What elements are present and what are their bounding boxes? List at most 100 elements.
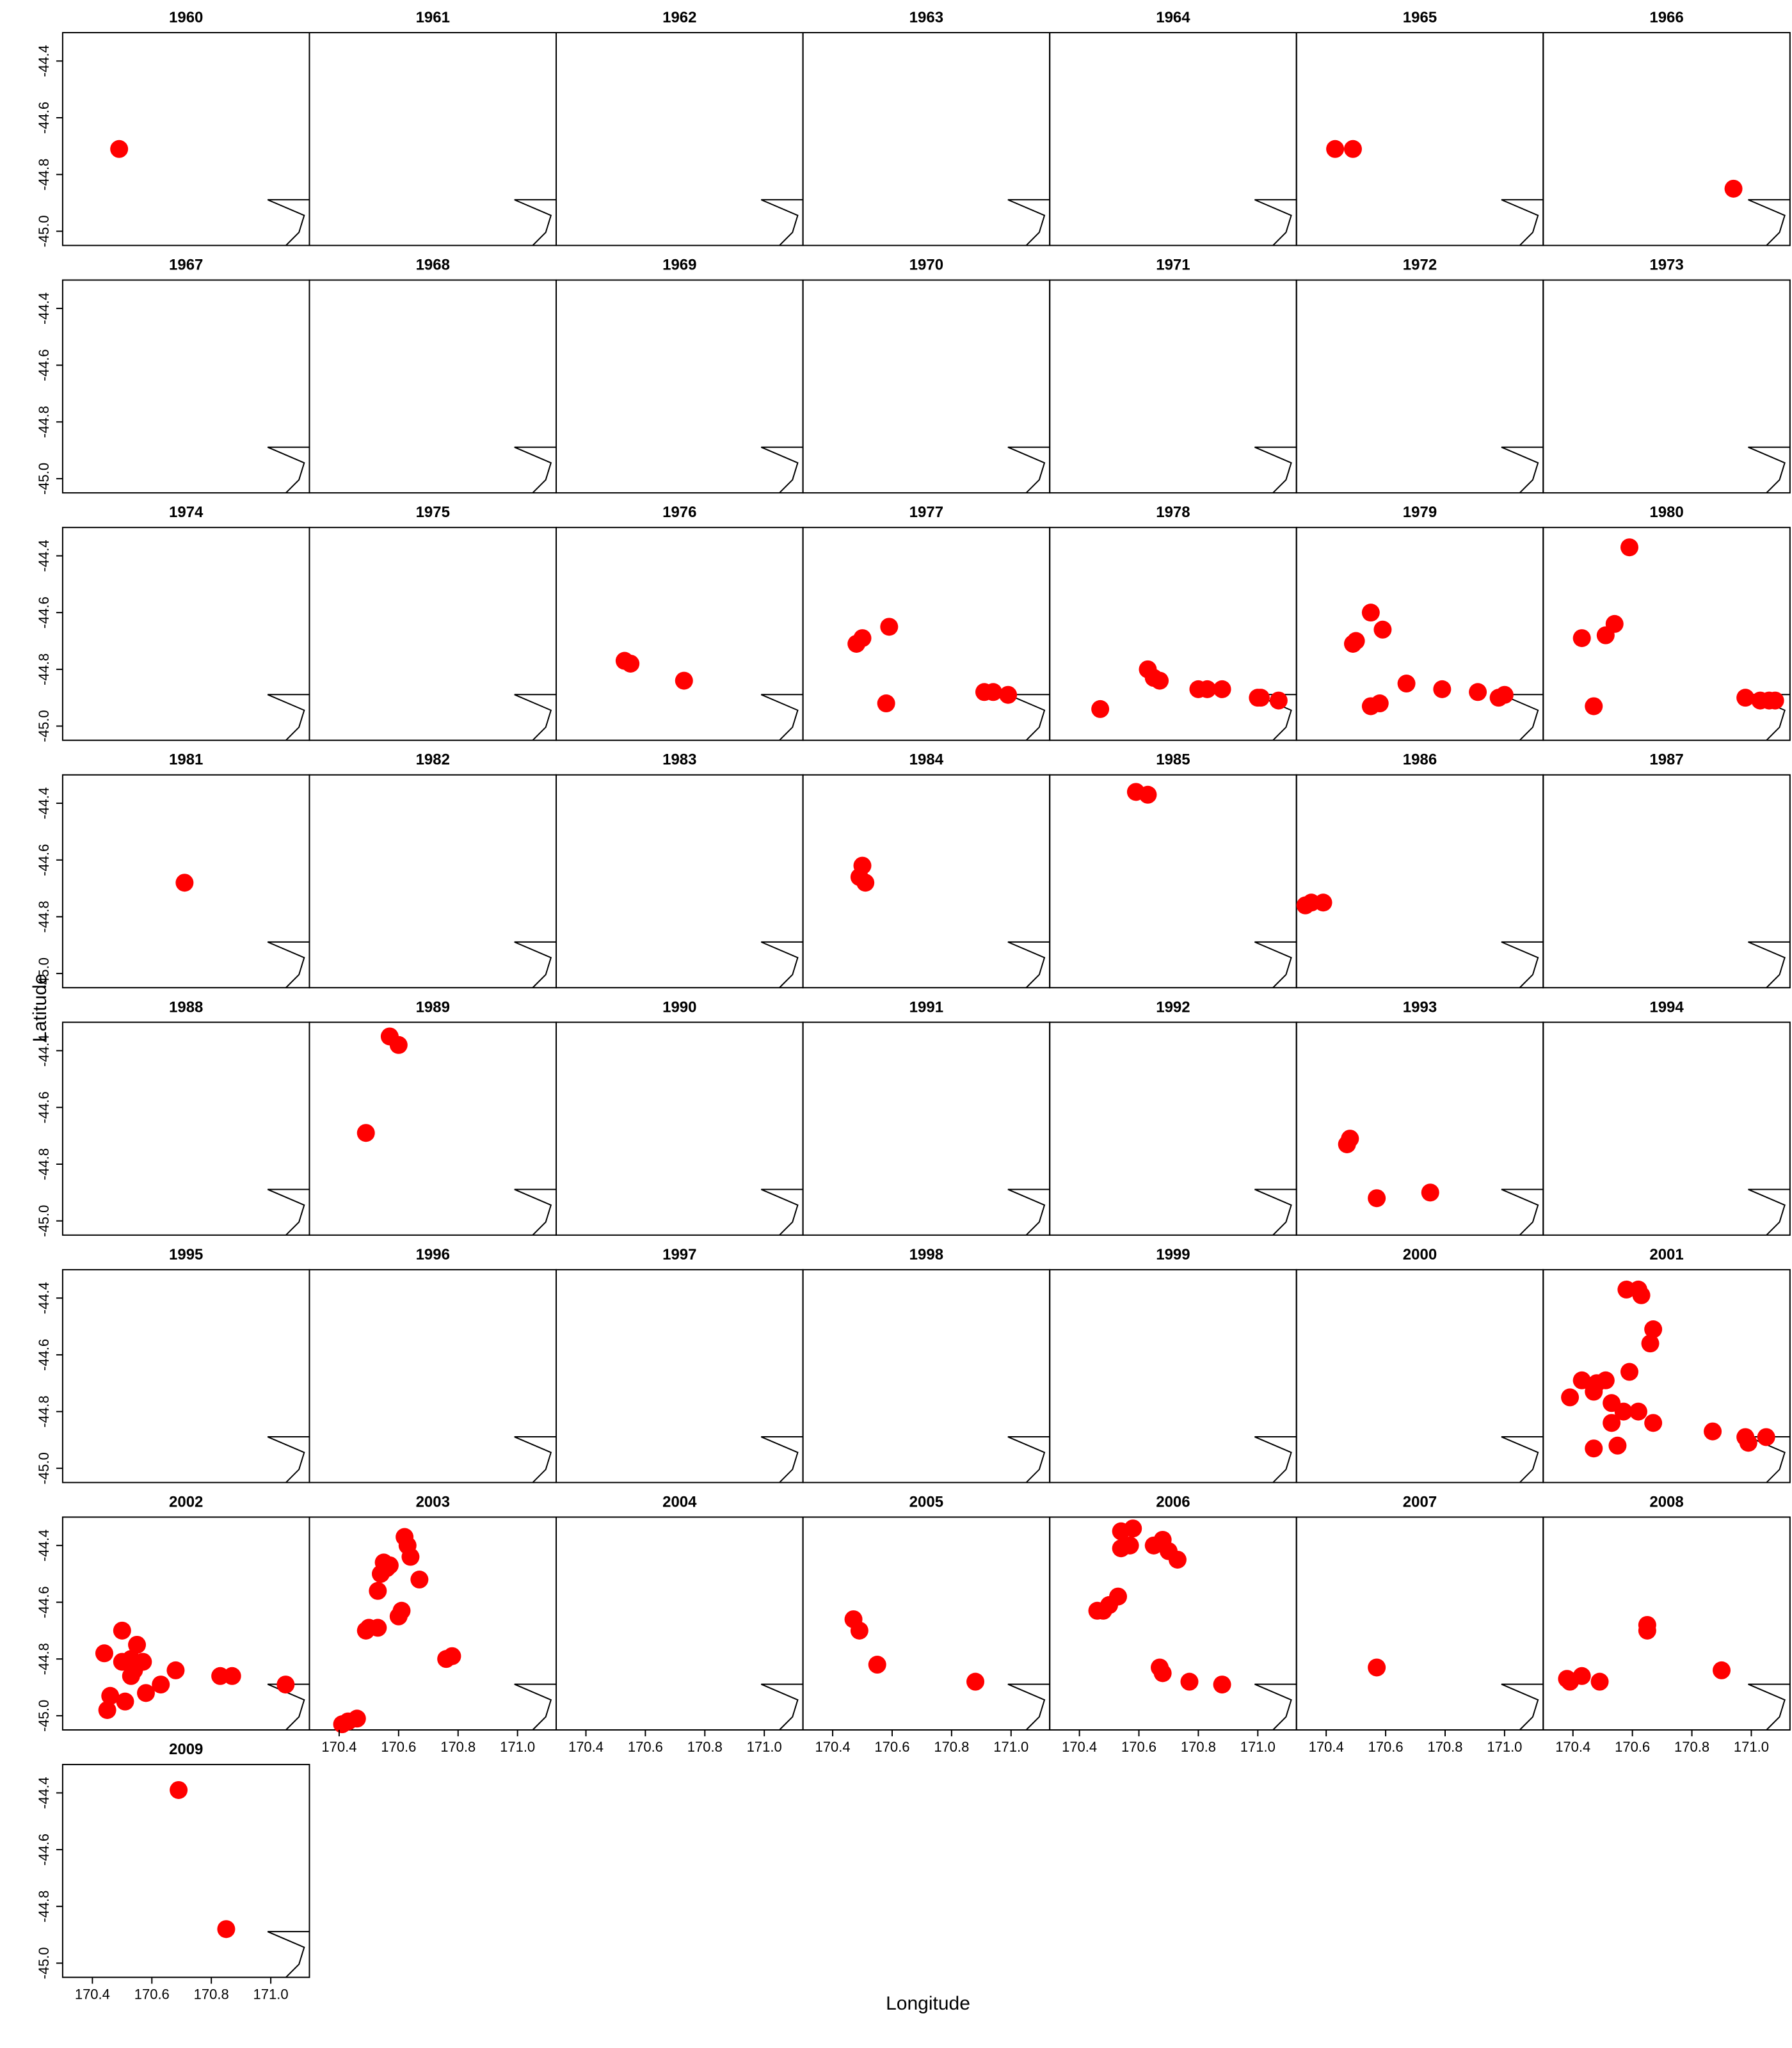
- panel-title: 1961: [416, 9, 450, 26]
- point: [1251, 689, 1270, 707]
- panel-frame: [1049, 1021, 1297, 1236]
- y-axis-label: Latitude: [29, 974, 51, 1043]
- point: [984, 683, 1002, 701]
- panel-frame: [556, 1268, 804, 1484]
- panel-title: 1992: [1156, 998, 1190, 1016]
- point: [1370, 694, 1389, 713]
- point: [360, 1619, 378, 1637]
- point: [1572, 1371, 1591, 1389]
- coastline: [1254, 446, 1297, 493]
- panel-title: 2008: [1649, 1493, 1683, 1510]
- point: [217, 1920, 236, 1939]
- coastline: [760, 694, 803, 741]
- x-tick-label: 170.4: [321, 1739, 356, 1755]
- panel-frame: [308, 774, 557, 989]
- panel-title: 1977: [909, 504, 943, 521]
- y-tick-label: -44.6: [36, 596, 52, 628]
- point: [1433, 680, 1452, 698]
- x-tick-label: 171.0: [500, 1739, 535, 1755]
- panel-frame: [1542, 527, 1791, 741]
- panel-frame: [802, 1268, 1051, 1484]
- x-tick-label: 170.6: [628, 1739, 663, 1755]
- point: [1766, 691, 1784, 710]
- panel-title: 1960: [169, 9, 203, 26]
- point: [110, 140, 129, 158]
- panel-frame: [308, 32, 557, 246]
- coastline: [1254, 941, 1297, 988]
- panel-frame: [1295, 1268, 1544, 1484]
- panel-frame: [556, 1516, 804, 1731]
- panel-frame: [802, 1516, 1051, 1731]
- point: [1572, 1667, 1591, 1685]
- coastline: [1501, 694, 1544, 741]
- coastline: [514, 694, 557, 741]
- coastline: [1748, 1188, 1790, 1236]
- panel-frame: [556, 774, 804, 989]
- point: [1495, 685, 1514, 704]
- point: [1168, 1550, 1187, 1569]
- y-tick-label: -44.4: [36, 540, 52, 572]
- y-tick-label: -44.8: [36, 406, 52, 438]
- y-tick-label: -44.6: [36, 102, 52, 134]
- panel-frame: [1542, 1268, 1791, 1484]
- point: [1421, 1183, 1439, 1202]
- coastline: [267, 1188, 310, 1236]
- panel-title: 1967: [169, 257, 203, 274]
- point: [1213, 680, 1231, 698]
- coastline: [514, 1188, 557, 1236]
- point: [1632, 1286, 1651, 1304]
- point: [1269, 691, 1288, 710]
- point: [125, 1661, 143, 1679]
- panel-frame: [1542, 774, 1791, 989]
- point: [856, 874, 875, 892]
- point: [339, 1712, 357, 1731]
- panel-frame: [61, 1268, 310, 1484]
- panel-title: 1983: [662, 751, 696, 769]
- panel-title: 1985: [1156, 751, 1190, 769]
- panel-title: 1982: [416, 751, 450, 769]
- x-tick-label: 170.6: [1368, 1739, 1404, 1755]
- point: [401, 1548, 420, 1566]
- coastline: [1007, 446, 1050, 493]
- coastline: [1501, 941, 1544, 988]
- point: [1641, 1334, 1660, 1353]
- panel-title: 1987: [1649, 751, 1683, 769]
- coastline: [1007, 1683, 1050, 1731]
- point: [1151, 671, 1169, 690]
- coastline: [1007, 1188, 1050, 1236]
- coastline: [760, 1683, 803, 1731]
- coastline: [267, 1436, 310, 1484]
- y-tick-label: -44.4: [36, 292, 52, 324]
- panel-title: 1965: [1403, 9, 1437, 26]
- point: [1397, 675, 1416, 693]
- point: [1638, 1621, 1656, 1640]
- panel-title: 1976: [662, 504, 696, 521]
- point: [1091, 700, 1110, 718]
- x-tick-label: 171.0: [1487, 1739, 1522, 1755]
- panel-title: 1993: [1403, 998, 1437, 1016]
- point: [170, 1780, 188, 1799]
- y-tick-label: -44.8: [36, 653, 52, 685]
- panel-frame: [802, 279, 1051, 494]
- y-tick-label: -44.4: [36, 787, 52, 819]
- point: [1724, 179, 1743, 198]
- panel-title: 1998: [909, 1246, 943, 1263]
- point: [880, 618, 899, 636]
- panel-frame: [308, 527, 557, 741]
- x-tick-label: 170.4: [568, 1739, 604, 1755]
- y-tick-label: -44.8: [36, 1891, 52, 1923]
- x-tick-label: 170.6: [1121, 1739, 1156, 1755]
- panel-frame: [802, 774, 1051, 989]
- panel-frame: [556, 527, 804, 741]
- point: [966, 1672, 985, 1691]
- panel-title: 1964: [1156, 9, 1190, 26]
- panel-title: 1996: [416, 1246, 450, 1263]
- point: [389, 1036, 408, 1054]
- panel-frame: [556, 279, 804, 494]
- point: [1572, 629, 1591, 648]
- panel-title: 2009: [169, 1741, 203, 1758]
- panel-frame: [61, 1516, 310, 1731]
- y-tick-label: -44.6: [36, 1339, 52, 1371]
- x-tick-label: 170.4: [75, 1987, 110, 2003]
- y-tick-label: -45.0: [36, 710, 52, 742]
